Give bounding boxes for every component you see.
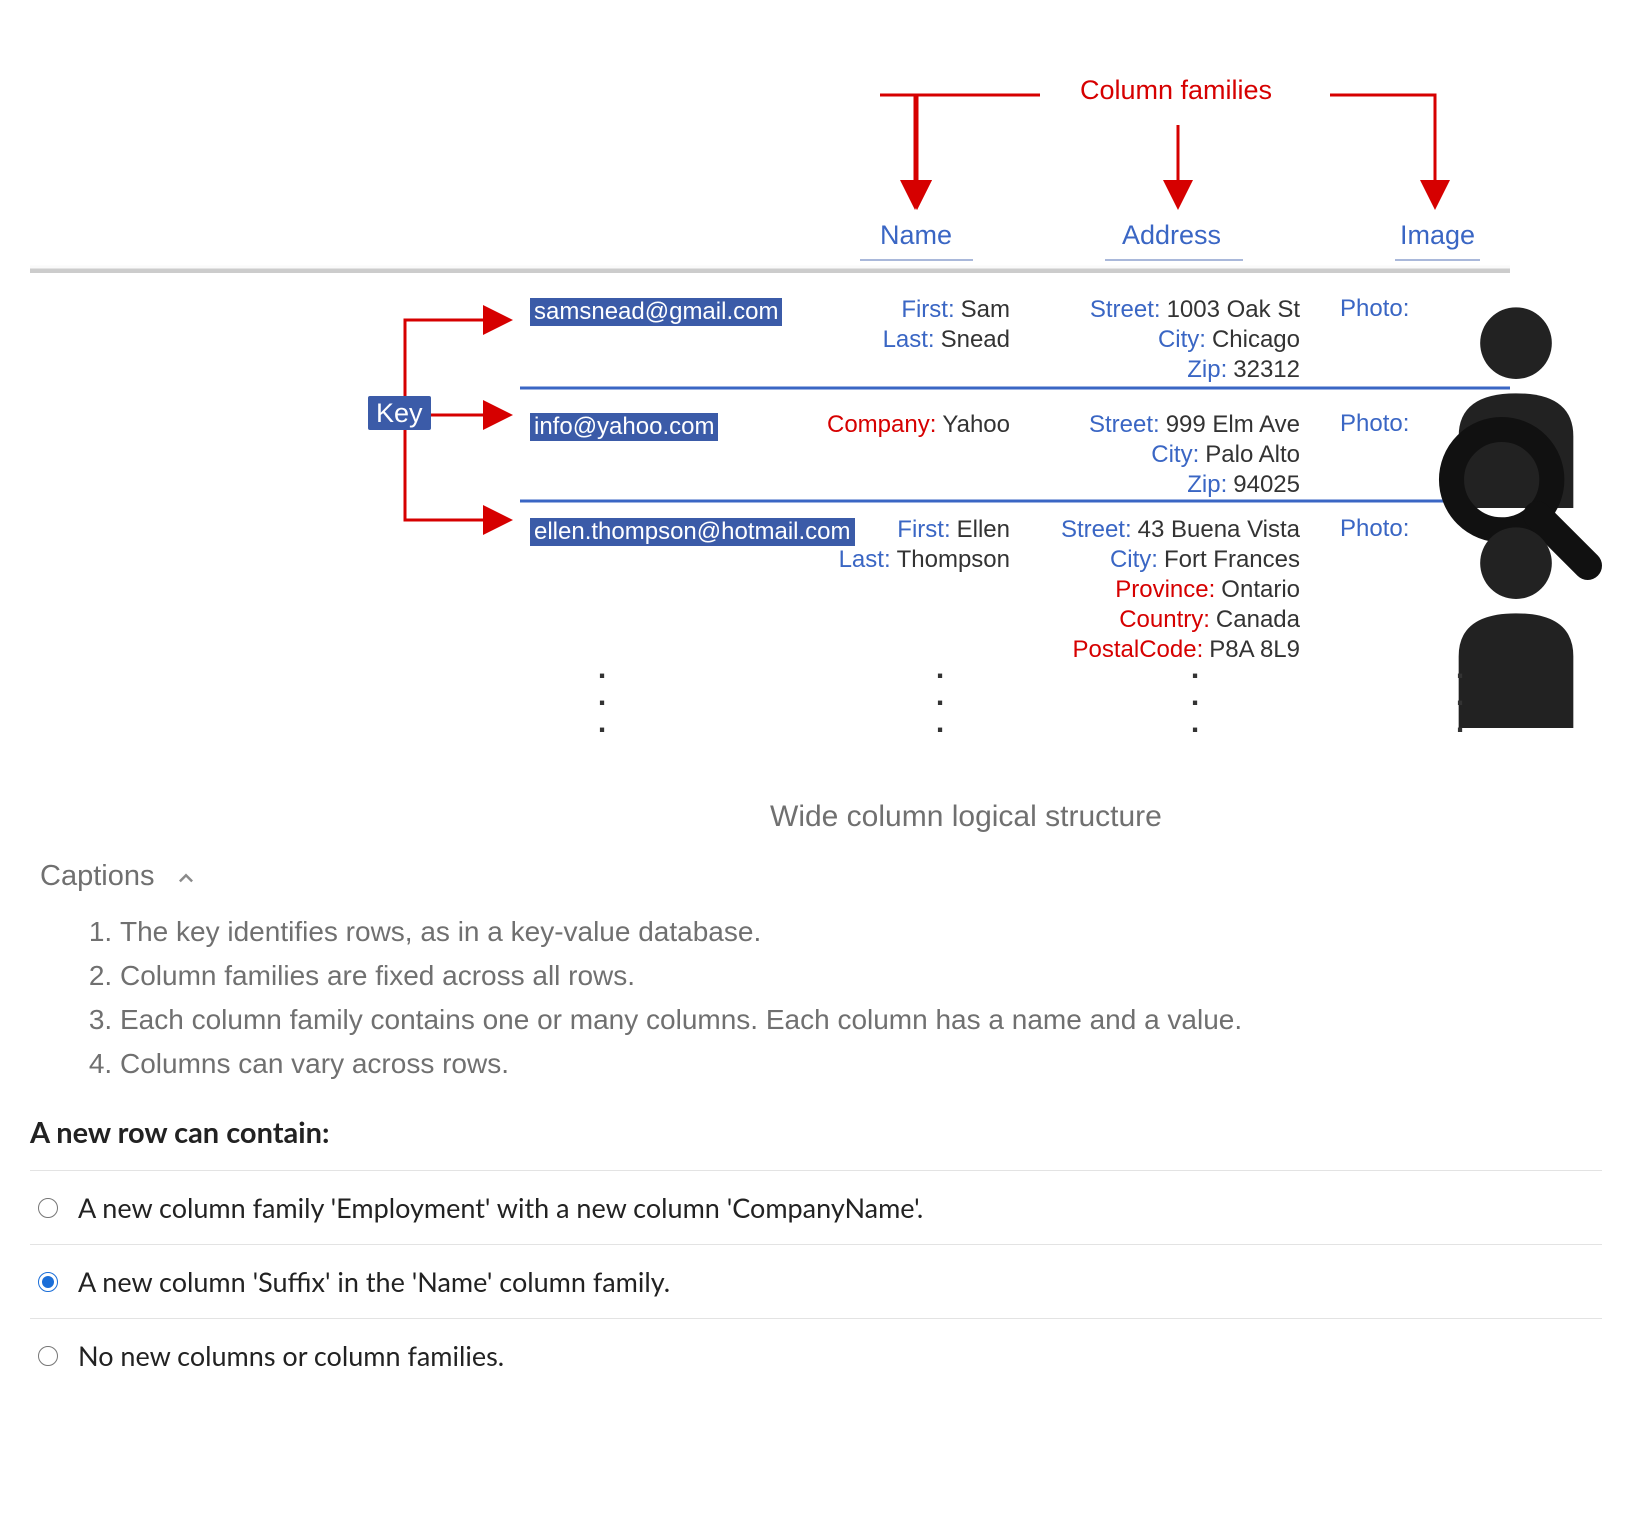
answer-label: No new columns or column families. <box>78 1339 504 1372</box>
answer-option[interactable]: A new column family 'Employment' with a … <box>30 1170 1602 1244</box>
answer-radio[interactable] <box>38 1198 58 1218</box>
name-cell: First:SamLast:Snead <box>883 295 1010 355</box>
caption-item: Column families are fixed across all row… <box>120 955 1602 997</box>
answer-radio[interactable] <box>38 1272 58 1292</box>
diagram-caption: Wide column logical structure <box>770 800 1162 834</box>
chevron-up-icon <box>172 863 200 891</box>
question-options: A new column family 'Employment' with a … <box>30 1170 1602 1392</box>
address-cell: Street:999 Elm AveCity:Palo AltoZip:9402… <box>1089 410 1300 500</box>
captions-toggle-label: Captions <box>40 860 154 893</box>
ellipsis-dots: ... <box>1450 655 1470 736</box>
row-key: samsnead@gmail.com <box>530 298 782 326</box>
answer-option[interactable]: No new columns or column families. <box>30 1318 1602 1392</box>
row-key: info@yahoo.com <box>530 413 718 441</box>
address-cell: Street:43 Buena VistaCity:Fort FrancesPr… <box>1061 515 1300 665</box>
captions-list: The key identifies rows, as in a key-val… <box>90 911 1602 1085</box>
column-family-image-header: Image <box>1400 220 1475 251</box>
name-cell: Company:Yahoo <box>827 410 1010 440</box>
caption-item: Columns can vary across rows. <box>120 1043 1602 1085</box>
photo-label: Photo: <box>1340 295 1409 323</box>
row-key: ellen.thompson@hotmail.com <box>530 518 855 546</box>
column-families-label: Column families <box>1080 75 1272 106</box>
column-family-address-header: Address <box>1122 220 1221 251</box>
answer-label: A new column family 'Employment' with a … <box>78 1191 923 1224</box>
key-label: Key <box>368 396 431 430</box>
column-family-name-header: Name <box>880 220 952 251</box>
captions-toggle[interactable]: Captions <box>40 860 200 893</box>
name-cell: First:EllenLast:Thompson <box>839 515 1010 575</box>
address-cell: Street:1003 Oak StCity:ChicagoZip:32312 <box>1090 295 1300 385</box>
question-prompt: A new row can contain: <box>30 1115 1602 1150</box>
ellipsis-dots: ... <box>1185 655 1205 736</box>
caption-item: Each column family contains one or many … <box>120 999 1602 1041</box>
ellipsis-dots: ... <box>592 655 612 736</box>
answer-label: A new column 'Suffix' in the 'Name' colu… <box>78 1265 670 1298</box>
photo-label: Photo: <box>1340 515 1409 543</box>
answer-radio[interactable] <box>38 1346 58 1366</box>
photo-label: Photo: <box>1340 410 1409 438</box>
answer-option[interactable]: A new column 'Suffix' in the 'Name' colu… <box>30 1244 1602 1318</box>
caption-item: The key identifies rows, as in a key-val… <box>120 911 1602 953</box>
diagram-svg <box>30 20 1602 760</box>
wide-column-diagram: Column families Name Address Image Key s… <box>30 20 1602 760</box>
ellipsis-dots: ... <box>930 655 950 736</box>
